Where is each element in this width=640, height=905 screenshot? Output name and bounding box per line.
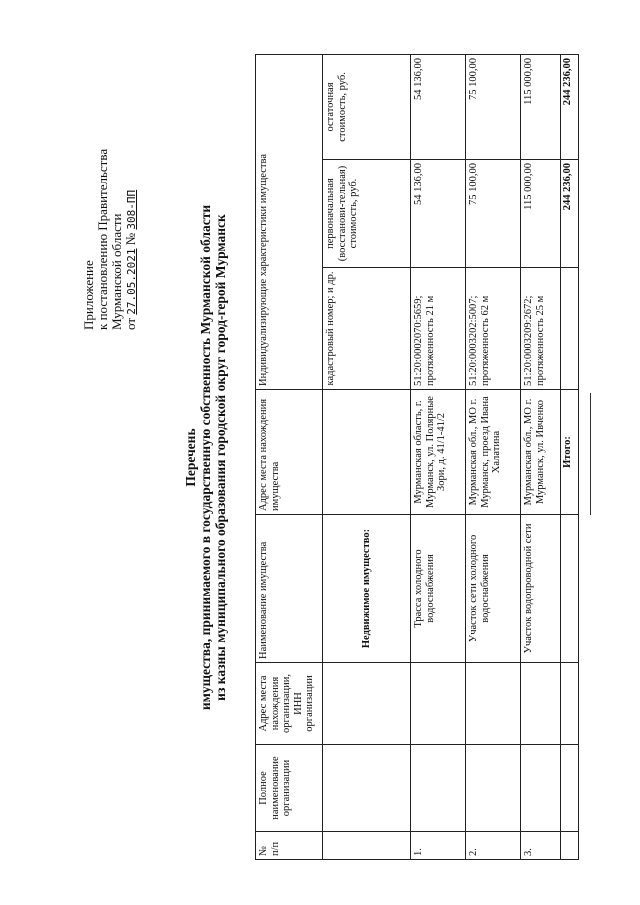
header-residual-cost: остаточная стоимость, руб. (322, 54, 411, 160)
property-name: Трасса холодного водоснабжения (410, 514, 466, 663)
empty-cell (410, 744, 466, 832)
row-num: 2. (465, 831, 521, 860)
table-row: 1. Трасса холодного водоснабжения Мурман… (410, 54, 466, 860)
property-address: Мурманская обл., МО г. Мурманск, проезд … (465, 389, 521, 515)
residual-cost: 75 100,00 (465, 54, 521, 160)
total-residual: 244 236,00 (560, 54, 579, 160)
empty-cell (465, 744, 521, 832)
row-num: 3. (520, 831, 561, 860)
initial-cost: 54 136,00 (410, 159, 466, 268)
empty-cell (560, 267, 579, 390)
decree-number: 308-ПП (125, 189, 138, 230)
decree-date: 27.05.2021 (125, 248, 138, 315)
appendix-line: Приложение (81, 260, 96, 330)
title-line: из казны муниципального образования горо… (213, 214, 228, 701)
appendix-line: к постановлению Правительства (95, 148, 110, 330)
empty-cell (322, 744, 411, 832)
empty-cell (520, 744, 561, 832)
empty-cell (322, 662, 411, 745)
empty-cell (465, 662, 521, 745)
residual-cost: 54 136,00 (410, 54, 466, 160)
property-address: Мурманская область, г. Мурманск, ул. Пол… (410, 389, 466, 515)
number-prefix: № (123, 232, 138, 246)
property-address: Мурманская обл., МО г. Мурманск, ул. Ивч… (520, 389, 561, 515)
header-initial-cost: первоначальная (восстанови-тельная) стои… (322, 159, 411, 268)
header-property-name: Наименование имущества (255, 514, 323, 663)
appendix-date-line: от 27.05.2021 № 308-ПП (123, 149, 139, 330)
empty-cell (322, 389, 411, 515)
header-org-name: Полное наименование организации (255, 744, 323, 832)
appendix-line: Мурманской области (109, 213, 124, 331)
date-prefix: от (123, 317, 138, 330)
empty-cell (520, 662, 561, 745)
empty-cell (560, 662, 579, 745)
separator-line (590, 393, 591, 515)
header-characteristics: Индивидуализирующие характеристики имуще… (255, 54, 323, 390)
cadastral: 51:20:0002070:5659; протяженность 21 м (410, 267, 466, 390)
residual-cost: 115 000,00 (520, 54, 561, 160)
table-row: 3. Участок водопроводной сети Мурманская… (520, 54, 561, 860)
total-row: Итого: 244 236,00 244 236,00 (560, 54, 579, 860)
appendix-block: Приложение к постановлению Правительства… (81, 148, 139, 331)
document-title: Перечень имущества, принимаемого в госуд… (183, 55, 228, 860)
cadastral: 51:20:0003209:2672; протяженность 25 м (520, 267, 561, 390)
header-org-address: Адрес места нахождения организации, ИНН … (255, 662, 323, 745)
subheader-row: Недвижимое имущество: кадастровый номер;… (322, 54, 411, 860)
empty-cell (410, 662, 466, 745)
section-label: Недвижимое имущество: (322, 514, 411, 663)
empty-cell (560, 831, 579, 860)
property-name: Участок сети холодного водоснабжения (465, 514, 521, 663)
empty-cell (560, 744, 579, 832)
total-label: Итого: (560, 389, 579, 515)
initial-cost: 75 100,00 (465, 159, 521, 268)
header-cadastral: кадастровый номер; и др. (322, 267, 411, 390)
header-row: № п/п Полное наименование организации Ад… (255, 54, 323, 860)
title-line: имущества, принимаемого в государственну… (198, 204, 213, 711)
empty-cell (322, 831, 411, 860)
table-row: 2. Участок сети холодного водоснабжения … (465, 54, 521, 860)
property-name: Участок водопроводной сети (520, 514, 561, 663)
cadastral: 51:20:0003202:5007; протяженность 62 м (465, 267, 521, 390)
total-initial: 244 236,00 (560, 159, 579, 268)
empty-cell (560, 514, 579, 663)
property-table: № п/п Полное наименование организации Ад… (255, 54, 579, 860)
row-num: 1. (410, 831, 466, 860)
header-property-address: Адрес места нахождения имущества (255, 389, 323, 515)
header-num: № п/п (255, 831, 323, 860)
initial-cost: 115 000,00 (520, 159, 561, 268)
title-line: Перечень (183, 428, 198, 487)
